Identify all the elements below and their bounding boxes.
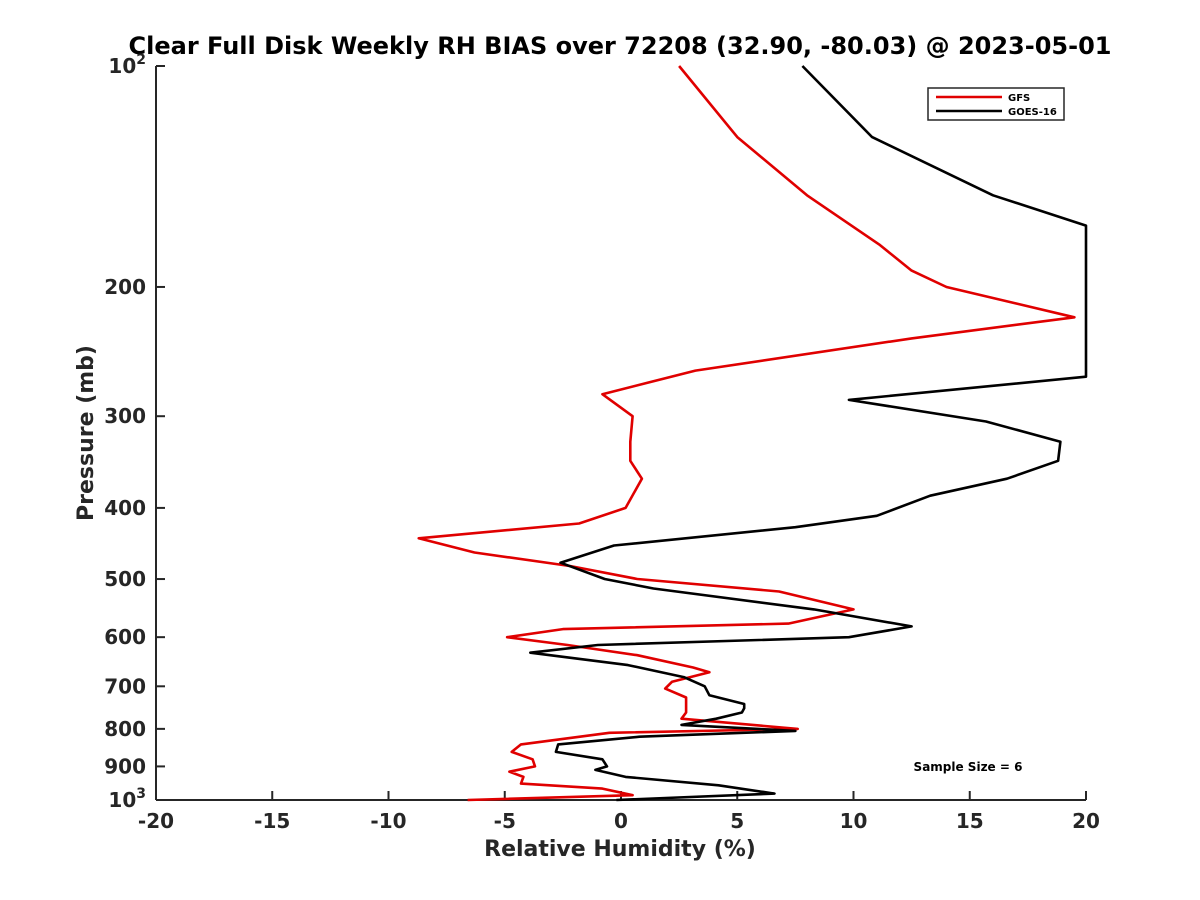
y-tick-label: 300 <box>104 404 146 428</box>
x-tick-label: 5 <box>730 809 744 833</box>
legend-label: GFS <box>1008 93 1030 104</box>
legend-box <box>927 87 1065 121</box>
legend-label: GOES-16 <box>1008 107 1057 118</box>
x-tick-label: 10 <box>840 809 868 833</box>
x-tick-label: 15 <box>956 809 984 833</box>
series-lines <box>417 65 1088 802</box>
series-line-goes-16 <box>528 65 1088 802</box>
x-axis-ticks: -20 -15 -10 -5 0 5 10 15 20 <box>138 791 1100 833</box>
y-tick-label: 500 <box>104 567 146 591</box>
series-line-gfs <box>417 65 1076 802</box>
y-tick-label: 800 <box>104 717 146 741</box>
x-tick-label: -10 <box>370 809 406 833</box>
x-tick-label: -5 <box>494 809 516 833</box>
plot-area: -20 -15 -10 -5 0 5 10 15 20 102 200 300 400 500 600 70… <box>104 52 1100 833</box>
legend: GFS GOES-16 <box>927 87 1065 121</box>
y-tick-label: 600 <box>104 625 146 649</box>
y-axis-label: Pressure (mb) <box>74 345 99 521</box>
y-tick-label: 400 <box>104 496 146 520</box>
x-tick-label: -15 <box>254 809 290 833</box>
y-axis-ticks: 102 200 300 400 500 600 700 800 900 103 <box>104 52 165 812</box>
x-tick-label: 0 <box>614 809 628 833</box>
y-tick-label: 103 <box>108 786 146 812</box>
y-tick-label: 102 <box>108 52 146 78</box>
y-tick-label: 900 <box>104 754 146 778</box>
y-tick-label: 700 <box>104 674 146 698</box>
x-tick-label: -20 <box>138 809 174 833</box>
x-tick-label: 20 <box>1072 809 1100 833</box>
x-axis-label: Relative Humidity (%) <box>484 837 756 862</box>
chart-title: Clear Full Disk Weekly RH BIAS over 7220… <box>129 32 1112 60</box>
y-tick-label: 200 <box>104 275 146 299</box>
sample-size-annotation: Sample Size = 6 <box>914 760 1023 774</box>
